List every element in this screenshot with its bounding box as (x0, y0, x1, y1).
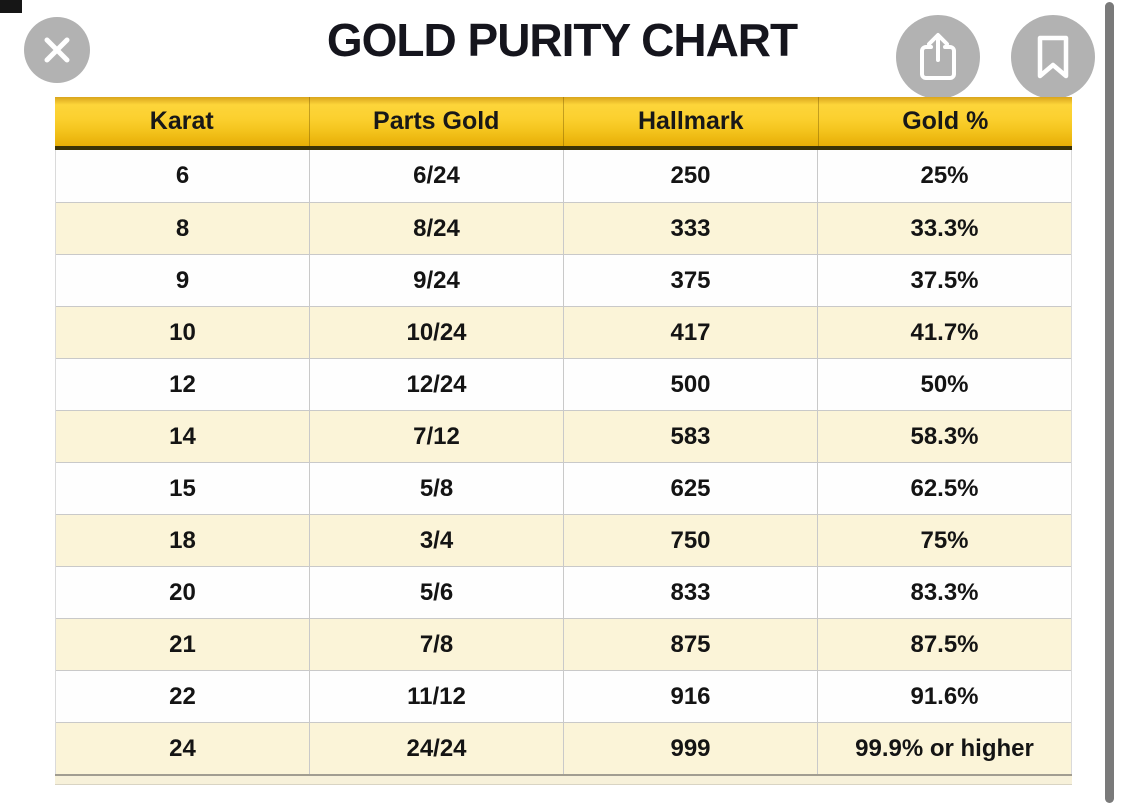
table-cell: 999 (563, 723, 817, 774)
table-row: 9 9/24 375 37.5% (56, 254, 1071, 306)
table-cell: 417 (563, 307, 817, 358)
table-cell: 75% (817, 515, 1071, 566)
table-cell: 15 (169, 474, 196, 502)
table-cell: 9 (175, 266, 190, 294)
table-cell: 83.3% (817, 567, 1071, 618)
table-cell: 25% (817, 150, 1071, 202)
table-cell: 11/12 (309, 671, 563, 722)
table-row: 21 7/8 875 87.5% (56, 618, 1071, 670)
table-cell: 50% (817, 359, 1071, 410)
table-cell: 33.3% (817, 203, 1071, 254)
table-row: 8 8/24 333 33.3% (56, 202, 1071, 254)
table-cell: 12/24 (309, 359, 563, 410)
table-cell: 750 (563, 515, 817, 566)
table-row: 20 5/6 833 83.3% (56, 566, 1071, 618)
table-cell: 14 (169, 422, 196, 450)
table-footer-strip (55, 774, 1072, 785)
table-header-row: Karat Parts Gold Hallmark Gold % (55, 97, 1072, 150)
table-cell: 18 (169, 526, 196, 554)
table-row: 18 3/4 750 75% (56, 514, 1071, 566)
table-cell: 500 (563, 359, 817, 410)
table-cell: 99.9% or higher (817, 723, 1071, 774)
table-cell: 9/24 (309, 255, 563, 306)
share-button[interactable] (896, 15, 980, 99)
table-cell: 625 (563, 463, 817, 514)
table-cell: 22 (169, 682, 196, 710)
corner-artifact (0, 0, 22, 13)
table-cell: 6/24 (309, 150, 563, 202)
close-icon (40, 33, 74, 67)
column-header: Parts Gold (308, 97, 564, 146)
column-header: Karat (149, 107, 214, 135)
scrollbar[interactable] (1105, 2, 1114, 803)
table-cell: 8/24 (309, 203, 563, 254)
column-header: Hallmark (563, 97, 818, 146)
table-cell: 5/8 (309, 463, 563, 514)
table-cell: 41.7% (817, 307, 1071, 358)
table-cell: 24 (169, 734, 196, 762)
table-cell: 37.5% (817, 255, 1071, 306)
table-cell: 833 (563, 567, 817, 618)
table-row: 22 11/12 916 91.6% (56, 670, 1071, 722)
table-body: 6 6/24 250 25% 8 8/24 333 33.3% 9 9/24 375 37.5% 10 1… (55, 150, 1072, 774)
table-cell: 10 (169, 318, 196, 346)
table-cell: 333 (563, 203, 817, 254)
table-cell: 58.3% (817, 411, 1071, 462)
table-cell: 20 (169, 578, 196, 606)
table-cell: 6 (175, 162, 190, 189)
table-cell: 91.6% (817, 671, 1071, 722)
table-cell: 583 (563, 411, 817, 462)
bookmark-icon (1033, 33, 1073, 81)
table-row: 24 24/24 999 99.9% or higher (56, 722, 1071, 774)
table-cell: 24/24 (309, 723, 563, 774)
bookmark-button[interactable] (1011, 15, 1095, 99)
table-cell: 21 (169, 630, 196, 658)
table-cell: 875 (563, 619, 817, 670)
page-title: GOLD PURITY CHART (326, 14, 798, 66)
table-cell: 375 (563, 255, 817, 306)
table-cell: 7/8 (309, 619, 563, 670)
table-cell: 250 (563, 150, 817, 202)
table-row: 6 6/24 250 25% (56, 150, 1071, 202)
column-header: Gold % (817, 97, 1073, 146)
table-cell: 10/24 (309, 307, 563, 358)
table-row: 10 10/24 417 41.7% (56, 306, 1071, 358)
close-button[interactable] (24, 17, 90, 83)
table-cell: 8 (175, 214, 190, 242)
table-cell: 62.5% (817, 463, 1071, 514)
table-cell: 3/4 (309, 515, 563, 566)
gold-purity-table: Karat Parts Gold Hallmark Gold % 6 6/24 250 25… (55, 97, 1072, 785)
table-cell: 916 (563, 671, 817, 722)
table-row: 15 5/8 625 62.5% (56, 462, 1071, 514)
table-row: 14 7/12 583 58.3% (56, 410, 1071, 462)
table-cell: 5/6 (309, 567, 563, 618)
table-cell: 87.5% (817, 619, 1071, 670)
share-icon (915, 32, 961, 82)
table-row: 12 12/24 500 50% (56, 358, 1071, 410)
table-cell: 12 (169, 370, 196, 398)
table-cell: 7/12 (309, 411, 563, 462)
